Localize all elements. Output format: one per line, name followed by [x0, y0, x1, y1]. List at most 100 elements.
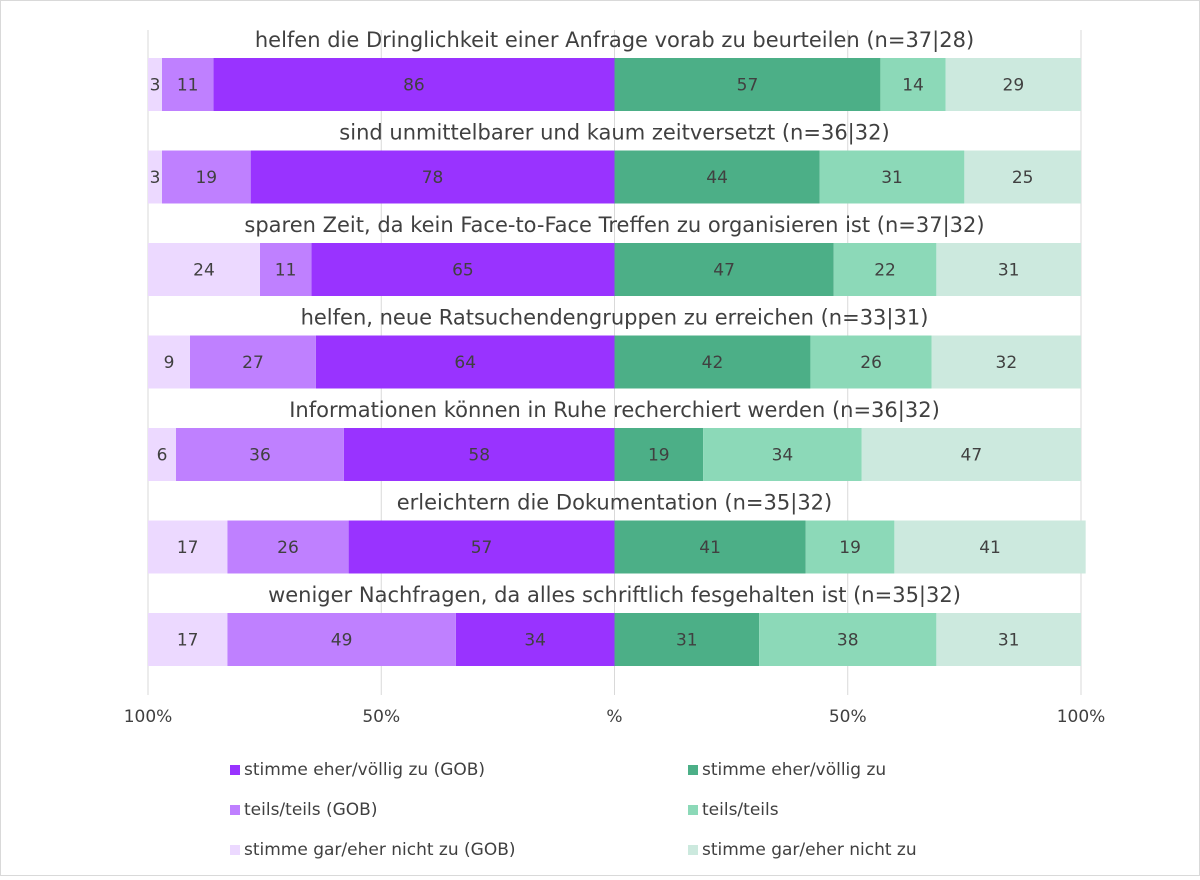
bar-segment	[945, 58, 1081, 111]
data-label: 26	[277, 538, 299, 558]
legend-swatch	[688, 765, 698, 775]
data-label: 11	[275, 261, 297, 281]
data-label: 44	[706, 168, 728, 188]
legend-swatch	[230, 845, 240, 855]
category-title: helfen, neue Ratsuchendengruppen zu erre…	[301, 306, 929, 331]
legend-swatch	[688, 845, 698, 855]
legend-swatch	[230, 805, 240, 815]
data-label: 17	[177, 538, 199, 558]
bar-segment	[343, 428, 615, 481]
bar-segment	[894, 520, 1086, 574]
data-label: 17	[177, 631, 199, 651]
legend-swatch	[688, 805, 698, 815]
x-tick-label: %	[606, 707, 622, 727]
bar-segment	[936, 243, 1081, 296]
data-label: 64	[454, 353, 476, 373]
bar-segment	[227, 613, 456, 666]
data-label: 29	[1003, 76, 1025, 96]
data-label: 47	[713, 261, 735, 281]
bar-segment	[161, 58, 214, 111]
bar-segment	[227, 520, 349, 574]
bar-segment	[148, 428, 176, 481]
x-tick-label: 50%	[362, 707, 400, 727]
bar-segment	[861, 428, 1081, 481]
bar-segment	[148, 520, 228, 574]
data-label: 27	[242, 353, 264, 373]
bar-segment	[148, 335, 190, 389]
data-label: 14	[902, 76, 924, 96]
bar-segment	[805, 520, 895, 574]
data-label: 31	[998, 261, 1020, 281]
category-title: erleichtern die Dokumentation (n=35|32)	[397, 491, 833, 516]
bar-segment	[964, 150, 1081, 204]
data-label: 6	[157, 446, 168, 466]
bar-segment	[148, 243, 260, 296]
bar-segment	[148, 58, 162, 111]
data-label: 3	[150, 76, 161, 96]
legend-label: stimme eher/völlig zu (GOB)	[244, 760, 485, 780]
data-label: 26	[860, 353, 882, 373]
data-label: 31	[676, 631, 698, 651]
data-label: 22	[874, 261, 896, 281]
data-label: 78	[422, 168, 444, 188]
data-label: 31	[881, 168, 903, 188]
data-label: 34	[772, 446, 794, 466]
bar-segment	[810, 335, 932, 389]
x-tick-label: 100%	[1057, 707, 1106, 727]
bar-segment	[189, 335, 316, 389]
data-label: 58	[468, 446, 490, 466]
data-label: 49	[331, 631, 353, 651]
category-title: sparen Zeit, da kein Face-to-Face Treffe…	[244, 213, 984, 238]
data-label: 24	[193, 261, 215, 281]
bar-segment	[614, 613, 760, 666]
legend-label: teils/teils (GOB)	[244, 800, 377, 820]
data-label: 3	[150, 168, 161, 188]
bar-segment	[703, 428, 862, 481]
bar-segment	[213, 58, 615, 111]
legend-label: stimme eher/völlig zu	[702, 760, 886, 780]
data-label: 31	[998, 631, 1020, 651]
bar-segment	[614, 150, 820, 204]
data-label: 86	[403, 76, 425, 96]
bar-segment	[819, 150, 965, 204]
data-label: 25	[1012, 168, 1034, 188]
legend-label: stimme gar/eher nicht zu (GOB)	[244, 840, 516, 860]
bar-segment	[759, 613, 937, 666]
bar-segment	[250, 150, 615, 204]
bar-segment	[455, 613, 615, 666]
data-label: 41	[979, 538, 1001, 558]
bar-segment	[936, 613, 1081, 666]
data-label: 11	[177, 76, 199, 96]
bar-segment	[161, 150, 251, 204]
data-label: 57	[471, 538, 493, 558]
data-label: 41	[699, 538, 721, 558]
bar-segment	[614, 428, 704, 481]
bar-segment	[311, 243, 615, 296]
data-label: 57	[737, 76, 759, 96]
bar-segment	[614, 335, 811, 389]
data-label: 36	[249, 446, 271, 466]
bar-segment	[148, 613, 228, 666]
data-label: 34	[524, 631, 546, 651]
bar-segment	[315, 335, 615, 389]
data-label: 9	[164, 353, 175, 373]
data-label: 19	[839, 538, 861, 558]
category-title: sind unmittelbarer und kaum zeitversetzt…	[339, 121, 889, 146]
data-label: 19	[648, 446, 670, 466]
bar-segment	[614, 58, 881, 111]
category-title: helfen die Dringlichkeit einer Anfrage v…	[255, 28, 974, 53]
legend-swatch	[230, 765, 240, 775]
bar-segment	[175, 428, 344, 481]
bar-segment	[614, 243, 834, 296]
bar-segment	[259, 243, 312, 296]
data-label: 38	[837, 631, 859, 651]
bar-segment	[148, 150, 162, 204]
x-tick-label: 50%	[829, 707, 867, 727]
bar-segment	[833, 243, 937, 296]
x-tick-label: 100%	[124, 707, 173, 727]
data-label: 42	[702, 353, 724, 373]
data-label: 47	[961, 446, 983, 466]
data-label: 32	[996, 353, 1018, 373]
bar-segment	[880, 58, 946, 111]
